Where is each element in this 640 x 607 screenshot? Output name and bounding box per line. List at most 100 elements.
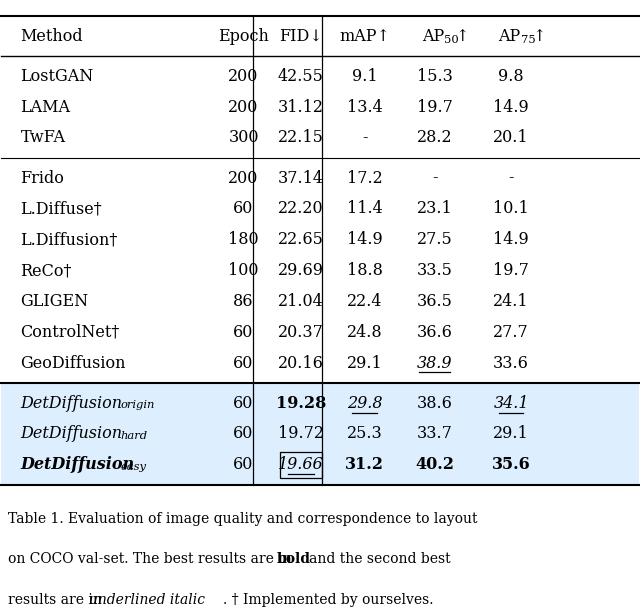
Text: AP: AP bbox=[422, 28, 444, 45]
Text: 38.9: 38.9 bbox=[417, 354, 452, 371]
Text: 200: 200 bbox=[228, 169, 259, 186]
Text: underlined italic: underlined italic bbox=[89, 593, 205, 607]
Text: 23.1: 23.1 bbox=[417, 200, 452, 217]
Text: DetDiffusion: DetDiffusion bbox=[20, 456, 134, 473]
Text: 60: 60 bbox=[234, 354, 253, 371]
Text: 22.65: 22.65 bbox=[278, 231, 324, 248]
Text: 60: 60 bbox=[234, 395, 253, 412]
Text: 29.8: 29.8 bbox=[347, 395, 382, 412]
Text: 29.69: 29.69 bbox=[278, 262, 324, 279]
Bar bbox=[280, 452, 321, 478]
Text: Method: Method bbox=[20, 28, 83, 45]
Text: 19.7: 19.7 bbox=[493, 262, 529, 279]
Text: 15.3: 15.3 bbox=[417, 68, 452, 85]
Text: bold: bold bbox=[276, 552, 310, 566]
Text: 21.04: 21.04 bbox=[278, 293, 324, 310]
Text: 60: 60 bbox=[234, 200, 253, 217]
Text: AP: AP bbox=[499, 28, 521, 45]
Text: 9.1: 9.1 bbox=[352, 68, 378, 85]
Text: TwFA: TwFA bbox=[20, 129, 65, 146]
Text: 50: 50 bbox=[444, 35, 459, 45]
Text: 14.9: 14.9 bbox=[347, 231, 383, 248]
Text: 27.7: 27.7 bbox=[493, 324, 529, 341]
Text: 10.1: 10.1 bbox=[493, 200, 529, 217]
Text: 100: 100 bbox=[228, 262, 259, 279]
Text: 20.16: 20.16 bbox=[278, 354, 324, 371]
Text: 20.37: 20.37 bbox=[278, 324, 324, 341]
Text: 300: 300 bbox=[228, 129, 259, 146]
Text: 33.7: 33.7 bbox=[417, 426, 452, 443]
Text: Frido: Frido bbox=[20, 169, 65, 186]
Text: 24.8: 24.8 bbox=[347, 324, 383, 341]
Text: 75: 75 bbox=[521, 35, 536, 45]
Text: 29.1: 29.1 bbox=[347, 354, 383, 371]
Text: origin: origin bbox=[120, 401, 155, 410]
Text: DetDiffusion: DetDiffusion bbox=[20, 395, 122, 412]
Text: 60: 60 bbox=[234, 324, 253, 341]
Text: easy: easy bbox=[120, 462, 147, 472]
Text: -: - bbox=[362, 129, 367, 146]
Text: ControlNet†: ControlNet† bbox=[20, 324, 120, 341]
Text: 36.5: 36.5 bbox=[417, 293, 452, 310]
Text: hard: hard bbox=[120, 432, 148, 441]
Text: 24.1: 24.1 bbox=[493, 293, 529, 310]
Text: 19.66: 19.66 bbox=[278, 456, 324, 473]
Text: L.Diffusion†: L.Diffusion† bbox=[20, 231, 118, 248]
Text: L.Diffuse†: L.Diffuse† bbox=[20, 200, 102, 217]
Text: 11.4: 11.4 bbox=[347, 200, 383, 217]
Text: 33.6: 33.6 bbox=[493, 354, 529, 371]
Text: results are in: results are in bbox=[8, 593, 106, 607]
Bar bbox=[1, 383, 639, 485]
Text: 20.1: 20.1 bbox=[493, 129, 529, 146]
Text: 9.8: 9.8 bbox=[499, 68, 524, 85]
Text: 40.2: 40.2 bbox=[415, 456, 454, 473]
Text: -: - bbox=[508, 169, 514, 186]
Text: 18.8: 18.8 bbox=[347, 262, 383, 279]
Text: 13.4: 13.4 bbox=[347, 99, 383, 116]
Text: 33.5: 33.5 bbox=[417, 262, 452, 279]
Text: 22.20: 22.20 bbox=[278, 200, 324, 217]
Text: 35.6: 35.6 bbox=[492, 456, 531, 473]
Text: LAMA: LAMA bbox=[20, 99, 70, 116]
Text: 19.28: 19.28 bbox=[276, 395, 326, 412]
Text: ReCo†: ReCo† bbox=[20, 262, 72, 279]
Text: 200: 200 bbox=[228, 99, 259, 116]
Text: mAP↑: mAP↑ bbox=[339, 28, 390, 45]
Text: 200: 200 bbox=[228, 68, 259, 85]
Text: 19.72: 19.72 bbox=[278, 426, 324, 443]
Text: 42.55: 42.55 bbox=[278, 68, 324, 85]
Text: 19.7: 19.7 bbox=[417, 99, 452, 116]
Text: FID↓: FID↓ bbox=[279, 28, 323, 45]
Text: LostGAN: LostGAN bbox=[20, 68, 93, 85]
Text: 31.2: 31.2 bbox=[345, 456, 384, 473]
Text: 22.4: 22.4 bbox=[347, 293, 382, 310]
Text: 180: 180 bbox=[228, 231, 259, 248]
Text: on COCO val-set. The best results are in: on COCO val-set. The best results are in bbox=[8, 552, 296, 566]
Text: 38.6: 38.6 bbox=[417, 395, 452, 412]
Text: GLIGEN: GLIGEN bbox=[20, 293, 88, 310]
Text: . † Implemented by ourselves.: . † Implemented by ourselves. bbox=[223, 593, 434, 607]
Text: ↑: ↑ bbox=[532, 28, 545, 45]
Text: 14.9: 14.9 bbox=[493, 99, 529, 116]
Text: 31.12: 31.12 bbox=[278, 99, 324, 116]
Text: ↑: ↑ bbox=[456, 28, 469, 45]
Text: 22.15: 22.15 bbox=[278, 129, 324, 146]
Text: 25.3: 25.3 bbox=[347, 426, 383, 443]
Text: Epoch: Epoch bbox=[218, 28, 269, 45]
Text: 60: 60 bbox=[234, 456, 253, 473]
Text: 86: 86 bbox=[234, 293, 254, 310]
Text: 14.9: 14.9 bbox=[493, 231, 529, 248]
Text: 34.1: 34.1 bbox=[493, 395, 529, 412]
Text: and the second best: and the second best bbox=[309, 552, 451, 566]
Text: GeoDiffusion: GeoDiffusion bbox=[20, 354, 126, 371]
Text: 29.1: 29.1 bbox=[493, 426, 529, 443]
Text: 36.6: 36.6 bbox=[417, 324, 452, 341]
Text: 27.5: 27.5 bbox=[417, 231, 452, 248]
Text: -: - bbox=[432, 169, 438, 186]
Text: 37.14: 37.14 bbox=[278, 169, 324, 186]
Text: 28.2: 28.2 bbox=[417, 129, 452, 146]
Text: 17.2: 17.2 bbox=[347, 169, 383, 186]
Text: DetDiffusion: DetDiffusion bbox=[20, 426, 122, 443]
Text: Table 1. Evaluation of image quality and correspondence to layout: Table 1. Evaluation of image quality and… bbox=[8, 512, 477, 526]
Text: 60: 60 bbox=[234, 426, 253, 443]
